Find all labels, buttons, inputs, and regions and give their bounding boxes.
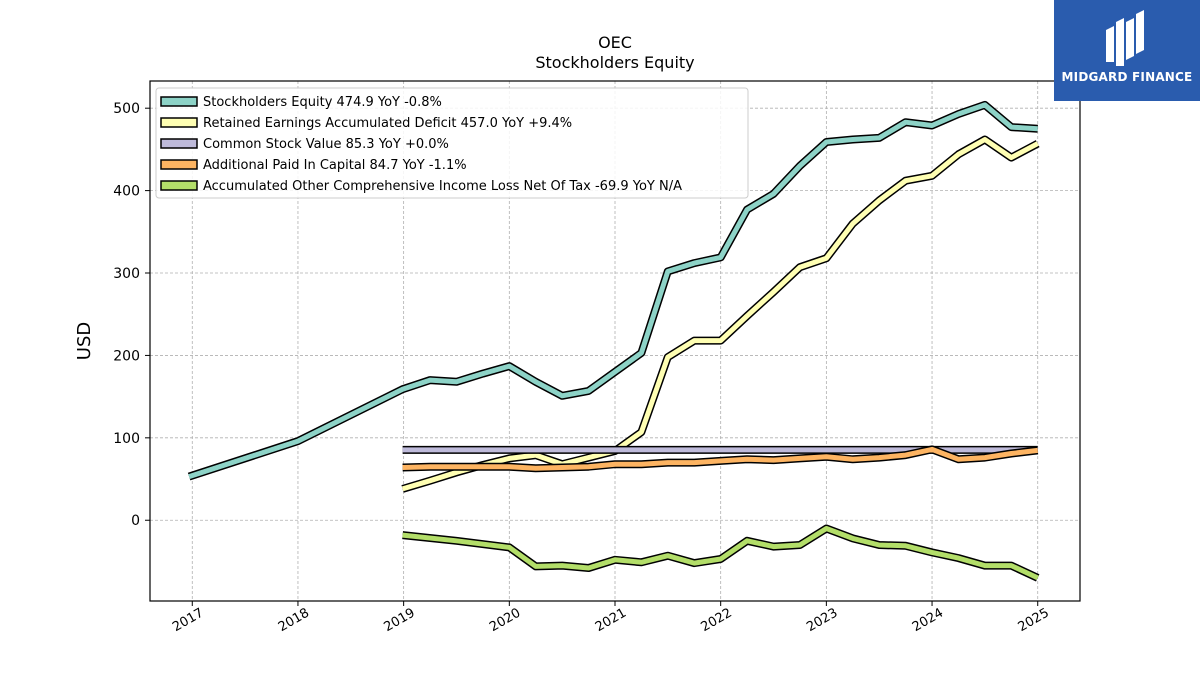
series-line (402, 446, 1038, 471)
legend-entry: Common Stock Value 85.3 YoY +0.0% (203, 137, 449, 152)
series-line (188, 102, 1038, 479)
y-tick-label: 200 (113, 348, 140, 364)
legend-swatch (160, 159, 198, 170)
y-axis: 0 100 200 300 400 500 (113, 101, 150, 529)
y-axis-label: USD (74, 322, 95, 360)
series-line (401, 137, 1039, 492)
series-3 (402, 445, 1039, 473)
y-tick-label: 400 (113, 184, 140, 200)
logo-mark-icon (1106, 10, 1144, 66)
logo-text: MIDGARD FINANCE (1061, 70, 1193, 84)
chart-title: OEC (598, 33, 632, 52)
legend-entry: Stockholders Equity 474.9 YoY -0.8% (203, 95, 442, 110)
legend-entry: Additional Paid In Capital 84.7 YoY -1.1… (203, 158, 467, 173)
series-0 (187, 100, 1038, 481)
legend-swatch (160, 117, 198, 128)
x-tick-label: 2019 (382, 606, 418, 636)
x-tick-label: 2024 (910, 606, 946, 636)
legend-entry: Retained Earnings Accumulated Deficit 45… (203, 116, 572, 131)
series-line (402, 526, 1039, 581)
x-tick-label: 2025 (1016, 606, 1052, 636)
legend-entry: Accumulated Other Comprehensive Income L… (203, 179, 682, 194)
y-tick-label: 500 (113, 101, 140, 117)
x-tick-label: 2020 (487, 606, 523, 636)
legend: Stockholders Equity 474.9 YoY -0.8% Retai… (155, 87, 749, 199)
legend-swatch (160, 96, 198, 107)
series-1 (401, 135, 1040, 493)
x-axis: 2017 2018 2019 2020 2021 2022 2023 2024 2025 (170, 601, 1052, 635)
x-tick-label: 2021 (593, 606, 629, 636)
legend-swatch (160, 180, 198, 191)
midgard-finance-logo: MIDGARD FINANCE (1054, 0, 1200, 101)
legend-box (155, 87, 749, 199)
x-tick-label: 2022 (699, 606, 735, 636)
x-tick-label: 2023 (804, 606, 840, 636)
y-tick-label: 300 (113, 266, 140, 282)
y-tick-label: 0 (131, 513, 140, 529)
chart-subtitle: Stockholders Equity (535, 53, 694, 72)
y-tick-label: 100 (113, 431, 140, 447)
x-tick-label: 2017 (170, 606, 206, 636)
legend-swatch (160, 138, 198, 149)
series-layer (187, 100, 1040, 582)
series-4 (402, 524, 1040, 582)
x-tick-label: 2018 (276, 606, 312, 636)
